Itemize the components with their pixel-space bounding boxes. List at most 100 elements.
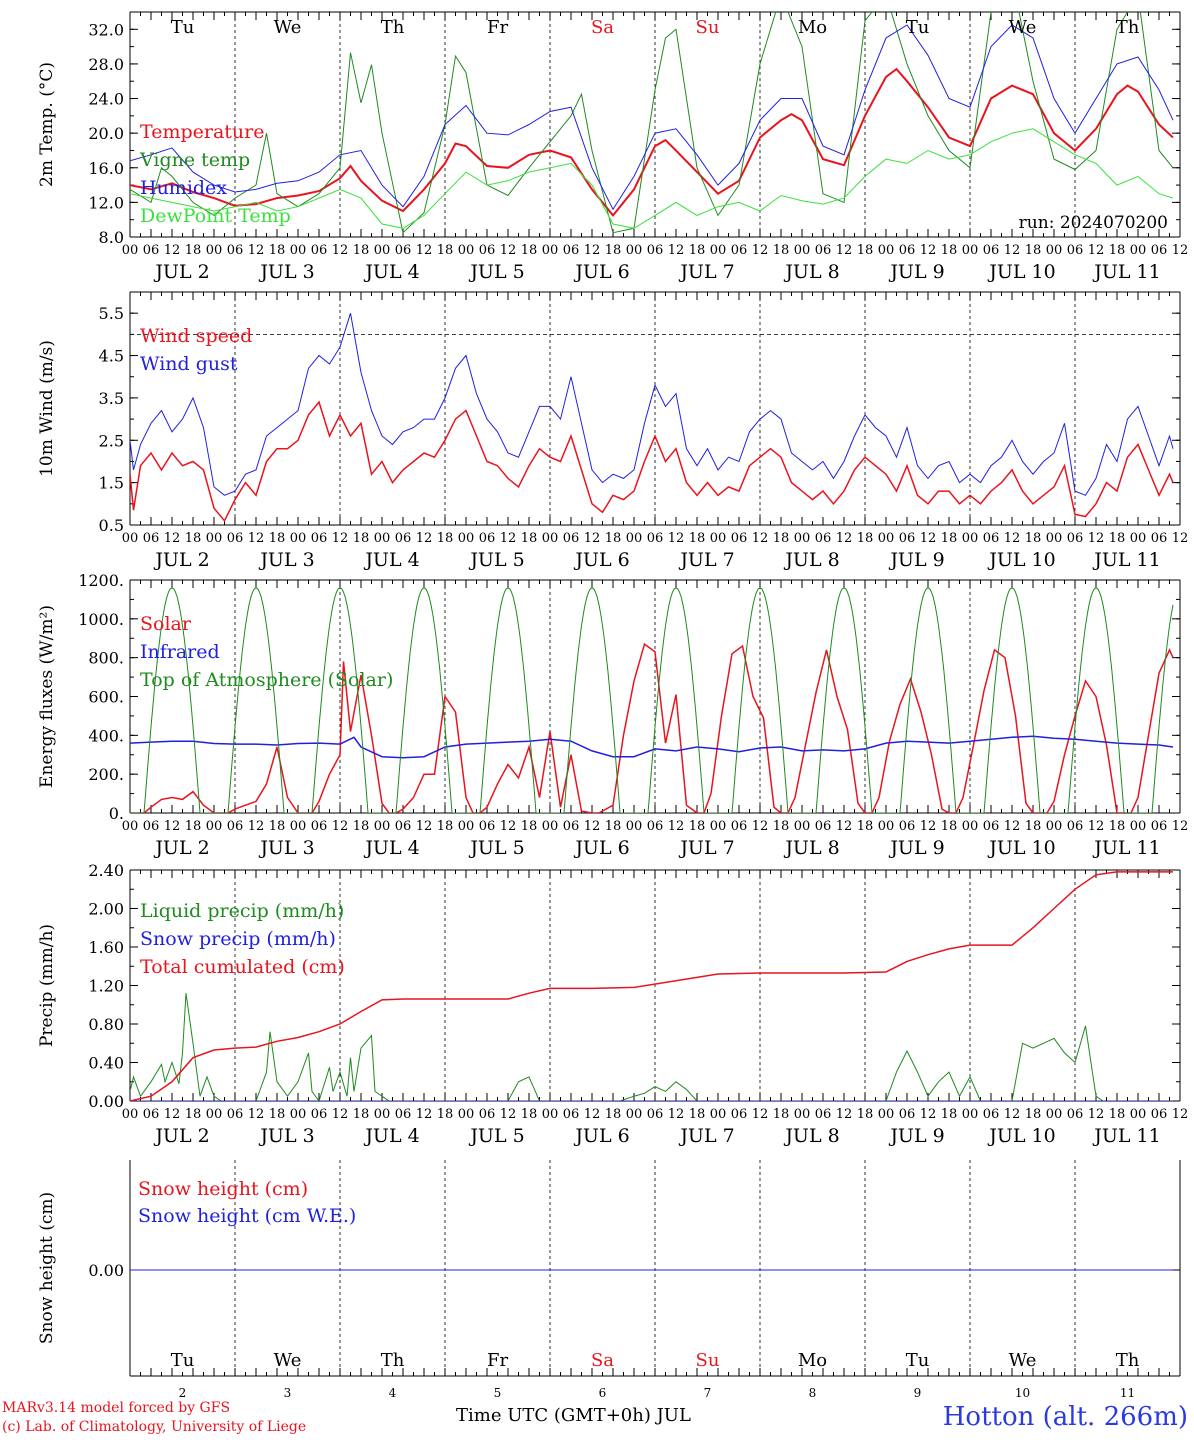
hour-label: 06	[1151, 1107, 1168, 1122]
hour-label: 12	[668, 1107, 685, 1122]
panel-5: 0.00 Snow height (cm) Snow height (cm) Snow…	[37, 1160, 1181, 1377]
day-number: 5	[494, 1386, 502, 1400]
date-label: JUL 2	[153, 261, 209, 283]
hour-label: 12	[248, 243, 265, 258]
series-line-solar	[130, 642, 1174, 813]
model-credit: MARv3.14 model forced by GFS	[2, 1400, 231, 1416]
legend-entry: Snow height (cm W.E.)	[138, 1205, 356, 1227]
y-axis-label: Snow height (cm)	[37, 1192, 57, 1344]
hour-label: 06	[983, 531, 1000, 546]
hour-label: 18	[353, 243, 370, 258]
hour-label: 00	[1046, 243, 1063, 258]
hour-label: 00	[794, 819, 811, 834]
hour-label: 18	[857, 1107, 874, 1122]
date-label: JUL 7	[678, 837, 734, 859]
hour-label: 00	[626, 819, 643, 834]
hour-label: 12	[1172, 531, 1189, 546]
hour-label: 18	[605, 1107, 622, 1122]
hour-label: 12	[500, 243, 517, 258]
hour-label: 00	[290, 1107, 307, 1122]
day-number: 10	[1015, 1386, 1030, 1400]
hour-label: 12	[416, 819, 433, 834]
hour-label: 12	[1088, 243, 1105, 258]
hour-label: 18	[773, 819, 790, 834]
hour-label: 06	[1067, 531, 1084, 546]
day-label-top: Mo	[798, 17, 827, 38]
date-label: JUL 4	[363, 549, 419, 571]
date-label: JUL 11	[1092, 549, 1160, 571]
hour-label: 12	[1172, 819, 1189, 834]
hour-label: 18	[773, 531, 790, 546]
hour-label: 06	[731, 531, 748, 546]
date-label: JUL 7	[678, 1125, 734, 1147]
hour-label: 06	[1067, 1107, 1084, 1122]
hour-label: 00	[710, 531, 727, 546]
date-label: JUL 4	[363, 1125, 419, 1147]
hour-label: 00	[542, 531, 559, 546]
hour-label: 06	[983, 819, 1000, 834]
hour-label: 12	[836, 243, 853, 258]
hour-label: 06	[227, 243, 244, 258]
hour-label: 00	[710, 1107, 727, 1122]
time-axis-label: Time UTC (GMT+0h) JUL	[456, 1405, 691, 1426]
hour-label: 18	[1025, 531, 1042, 546]
hour-label: 18	[1025, 243, 1042, 258]
day-number: 11	[1120, 1386, 1135, 1400]
y-tick-label: 12.0	[88, 193, 124, 212]
hour-label: 18	[269, 1107, 286, 1122]
y-tick-label: 28.0	[88, 55, 124, 74]
hour-label: 00	[206, 1107, 223, 1122]
day-label-bottom: Tu	[171, 1350, 195, 1371]
hour-label: 18	[1109, 531, 1126, 546]
y-tick-label: 0.00	[88, 1092, 124, 1111]
hour-label: 18	[1025, 819, 1042, 834]
hour-label: 06	[647, 1107, 664, 1122]
hour-label: 06	[899, 819, 916, 834]
hour-label: 12	[1088, 819, 1105, 834]
hour-label: 12	[248, 819, 265, 834]
y-tick-label: 200.	[88, 765, 124, 784]
y-axis-label: Energy fluxes (W/m²)	[37, 605, 57, 788]
hour-label: 00	[458, 819, 475, 834]
hour-label: 18	[605, 243, 622, 258]
y-axis-label: 10m Wind (m/s)	[37, 340, 57, 477]
date-label: JUL 6	[573, 837, 629, 859]
date-label: JUL 9	[888, 549, 944, 571]
legend-entry: Temperature	[140, 121, 264, 143]
legend-entry: Snow precip (mm/h)	[140, 928, 336, 950]
day-label-bottom: Th	[381, 1350, 405, 1371]
legend-entry: Top of Atmosphere (Solar)	[140, 669, 393, 691]
hour-label: 06	[395, 819, 412, 834]
date-label: JUL 5	[468, 261, 524, 283]
hour-label: 06	[815, 819, 832, 834]
hour-label: 12	[920, 243, 937, 258]
date-label: JUL 6	[573, 1125, 629, 1147]
hour-label: 18	[269, 819, 286, 834]
hour-label: 06	[983, 1107, 1000, 1122]
hour-label: 12	[164, 243, 181, 258]
hour-label: 00	[710, 819, 727, 834]
hour-label: 12	[332, 243, 349, 258]
hour-label: 00	[374, 1107, 391, 1122]
hour-label: 12	[920, 819, 937, 834]
hour-label: 06	[815, 243, 832, 258]
hour-label: 18	[941, 243, 958, 258]
day-label-bottom: Fr	[487, 1350, 508, 1371]
day-label-top: Fr	[487, 17, 508, 38]
series-line-total-cumulated-cm-	[130, 871, 1173, 1101]
y-tick-label: 0.00	[88, 1261, 124, 1280]
hour-label: 12	[1004, 531, 1021, 546]
date-label: JUL 5	[468, 1125, 524, 1147]
hour-label: 12	[416, 1107, 433, 1122]
date-label: JUL 2	[153, 549, 209, 571]
series-line-infrared	[130, 735, 1174, 759]
hour-label: 12	[836, 819, 853, 834]
hour-label: 06	[815, 1107, 832, 1122]
hour-label: 06	[563, 243, 580, 258]
date-label: JUL 5	[468, 837, 524, 859]
series-line-wind-speed	[130, 400, 1174, 523]
panel-2: 0.5 1.5 2.5 3.5 4.5 5.5 10m Wind (m/s) Wind spe…	[37, 291, 1189, 571]
hour-label: 06	[647, 531, 664, 546]
date-label: JUL 10	[987, 1125, 1055, 1147]
legend-entry: Solar	[140, 613, 192, 635]
